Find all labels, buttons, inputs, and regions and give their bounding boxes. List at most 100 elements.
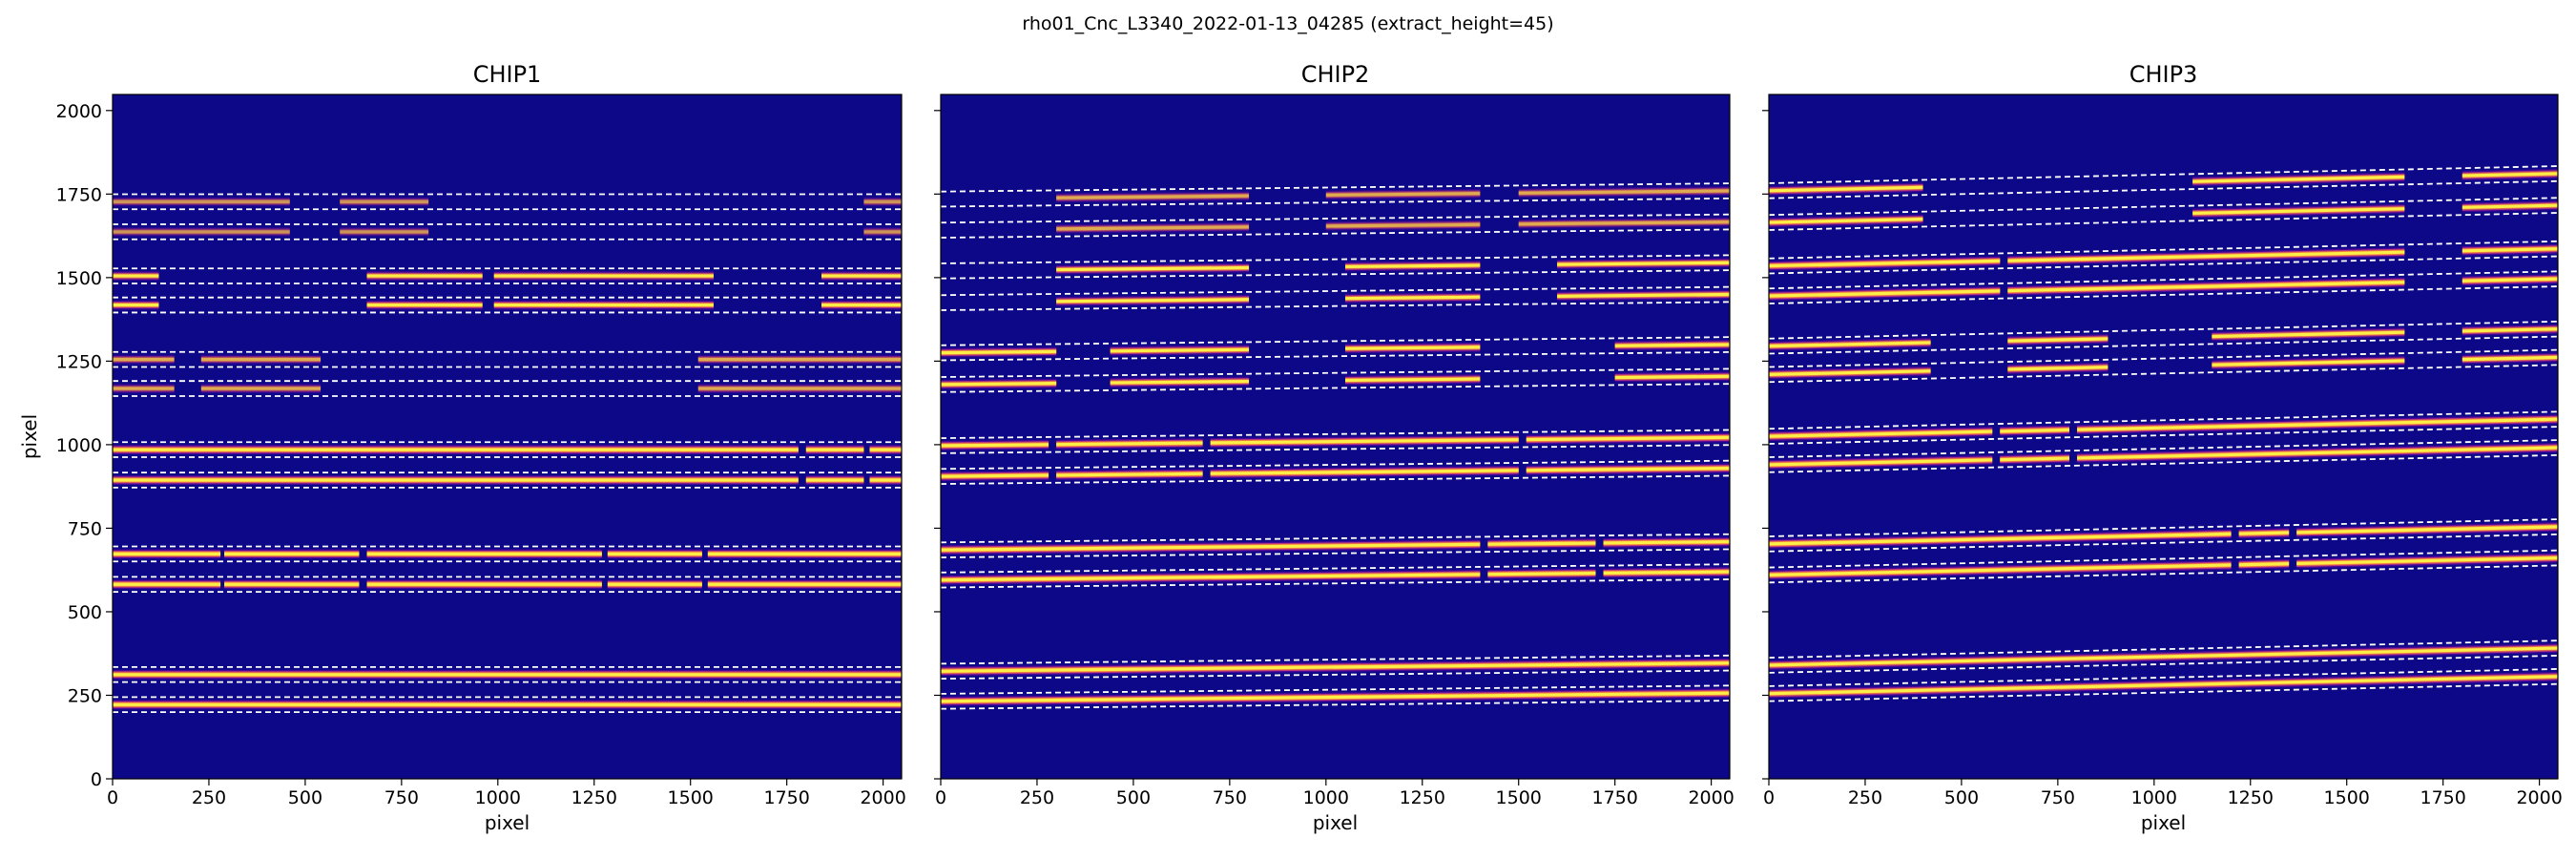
y-tick-label: 250: [68, 685, 102, 706]
trace-band: [1056, 194, 1250, 199]
extraction-boundary-line: [1769, 165, 2558, 184]
trace-band: [1614, 343, 1730, 347]
trace-band: [1056, 471, 1203, 477]
trace-band: [863, 199, 902, 204]
x-tick-label: 1000: [2131, 787, 2177, 808]
trace-band: [340, 199, 429, 203]
trace-band: [1769, 259, 2001, 268]
extraction-boundary-line: [941, 383, 1730, 393]
panel-title: CHIP1: [473, 61, 542, 88]
trace-band: [113, 387, 175, 390]
heatmap-image: [941, 182, 1730, 710]
trace-band: [113, 478, 799, 482]
panel-title: CHIP3: [2129, 61, 2198, 88]
x-tick-label: 2000: [2516, 787, 2562, 808]
y-tick-label: 500: [68, 602, 102, 623]
trace-band: [340, 198, 429, 205]
extraction-boundary-line: [941, 700, 1730, 710]
trace-band: [366, 303, 483, 307]
extraction-boundary-line: [1769, 240, 2558, 260]
trace-band: [697, 358, 902, 362]
extraction-boundary-line: [941, 350, 1730, 362]
trace-band: [697, 387, 902, 390]
trace-band: [113, 197, 290, 207]
extraction-boundary-line: [1769, 335, 2558, 355]
trace-band: [1487, 571, 1596, 576]
trace-band: [113, 199, 290, 204]
extraction-boundary-line: [1769, 655, 2558, 674]
trace-band: [493, 274, 714, 278]
x-axis-label: pixel: [2141, 811, 2186, 834]
trace-band: [200, 358, 322, 362]
trace-band: [340, 228, 429, 236]
extraction-boundary-line: [1769, 668, 2558, 687]
extraction-boundary-line: [941, 563, 1730, 574]
trace-band: [1325, 222, 1481, 228]
trace-band: [2462, 203, 2558, 209]
trace-band: [340, 199, 429, 204]
trace-band: [2007, 250, 2405, 262]
trace-band: [366, 582, 602, 586]
trace-band: [1769, 430, 1993, 438]
trace-band: [493, 303, 714, 307]
trace-band: [113, 673, 902, 677]
trace-band: [941, 443, 1049, 448]
trace-band: [113, 448, 799, 451]
trace-band: [1769, 675, 2558, 696]
trace-band: [2238, 531, 2290, 535]
trace-band: [340, 226, 429, 237]
axes-frame: [1768, 94, 2559, 780]
heatmap-image: [1769, 165, 2558, 702]
trace-band: [2077, 417, 2558, 431]
x-tick-label: 250: [192, 787, 226, 808]
y-tick-label: 1000: [56, 435, 102, 456]
trace-band: [113, 198, 290, 205]
trace-band: [224, 582, 360, 586]
trace-band: [863, 199, 902, 203]
y-tick-label: 2000: [56, 101, 102, 122]
x-tick-label: 1250: [2228, 787, 2274, 808]
extraction-boundary-line: [941, 669, 1730, 681]
x-tick-label: 500: [288, 787, 322, 808]
trace-band: [941, 542, 1481, 552]
trace-band: [1210, 469, 1519, 475]
trace-band: [1769, 563, 2232, 577]
trace-band: [607, 582, 702, 586]
trace-band: [2192, 175, 2405, 183]
trace-band: [113, 552, 221, 555]
trace-band: [2077, 446, 2558, 460]
x-tick-label: 1250: [1400, 787, 1445, 808]
y-tick-label: 750: [68, 518, 102, 539]
trace-band: [2192, 207, 2405, 216]
trace-band: [1557, 292, 1730, 298]
trace-band: [340, 229, 429, 235]
trace-band: [869, 448, 902, 451]
trace-band: [2296, 525, 2558, 534]
trace-band: [863, 198, 902, 205]
trace-band: [113, 582, 221, 586]
y-tick-label: 1500: [56, 268, 102, 289]
extraction-boundary-line: [941, 213, 1730, 224]
extraction-boundary-line: [1769, 212, 2558, 231]
trace-band: [2462, 277, 2558, 283]
extraction-boundary-line: [941, 459, 1730, 471]
extraction-boundary-line: [941, 444, 1730, 454]
panel-chip2: 0 250 500 750 1000 1250 1500 1750 2000 CHIP2 pixel: [934, 61, 1735, 834]
trace-band: [863, 230, 902, 234]
trace-band: [1325, 192, 1481, 197]
trace-band: [1769, 185, 1923, 193]
trace-band: [707, 552, 902, 555]
trace-band: [1769, 369, 1931, 376]
trace-band: [1769, 289, 2001, 298]
extraction-boundary-line: [1769, 255, 2558, 275]
trace-band: [805, 478, 864, 482]
trace-band: [2007, 366, 2109, 371]
x-tick-label: 1500: [668, 787, 714, 808]
x-tick-label: 2000: [860, 787, 905, 808]
trace-band: [366, 552, 602, 555]
extraction-boundary-line: [1769, 285, 2558, 304]
trace-band: [1487, 541, 1596, 546]
trace-band: [200, 387, 322, 390]
trace-band: [1110, 347, 1250, 353]
extraction-boundary-line: [941, 474, 1730, 485]
